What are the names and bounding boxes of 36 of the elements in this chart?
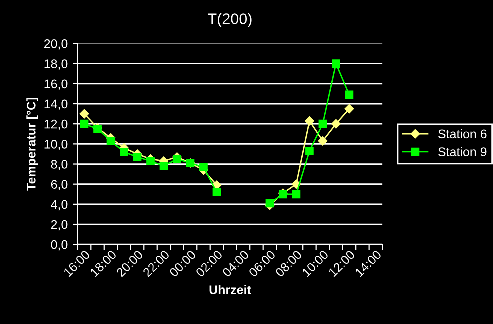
point bbox=[332, 60, 340, 68]
point bbox=[160, 162, 168, 170]
point bbox=[80, 109, 90, 119]
point bbox=[318, 136, 328, 146]
point bbox=[146, 157, 155, 166]
y-tick-label: 4,0 bbox=[51, 200, 68, 211]
y-tick-label: 18,0 bbox=[44, 60, 68, 70]
legend-label: Station 9 bbox=[438, 147, 487, 156]
point bbox=[120, 148, 128, 156]
y-tick-label: 20,0 bbox=[44, 40, 68, 50]
y-tick-label: 0,0 bbox=[51, 240, 68, 251]
y-tick-label: 6,0 bbox=[51, 180, 68, 190]
point bbox=[344, 104, 354, 114]
legend-label: Station 6 bbox=[438, 129, 487, 139]
y-tick-label: 14,0 bbox=[44, 100, 68, 110]
y-tick-label: 16,0 bbox=[44, 80, 68, 90]
point bbox=[318, 120, 328, 128]
point bbox=[266, 199, 274, 208]
point bbox=[292, 190, 301, 199]
x-axis-title: Uhrzeit bbox=[210, 285, 252, 294]
point bbox=[212, 188, 222, 197]
point bbox=[200, 163, 208, 172]
y-tick-label: 10,0 bbox=[44, 140, 68, 150]
point bbox=[80, 120, 89, 128]
point bbox=[306, 147, 314, 156]
chart-title: T(200) bbox=[208, 13, 252, 28]
y-tick-label: 12,0 bbox=[44, 120, 68, 130]
y-axis-title: Temperatur [°C] bbox=[26, 98, 38, 191]
point bbox=[133, 153, 142, 162]
point bbox=[173, 155, 182, 164]
point bbox=[106, 137, 116, 146]
point bbox=[332, 119, 341, 129]
y-tick-label: 8,0 bbox=[51, 160, 68, 170]
point bbox=[345, 90, 354, 100]
y-tick-label: 2,0 bbox=[51, 220, 68, 231]
point bbox=[305, 116, 314, 126]
